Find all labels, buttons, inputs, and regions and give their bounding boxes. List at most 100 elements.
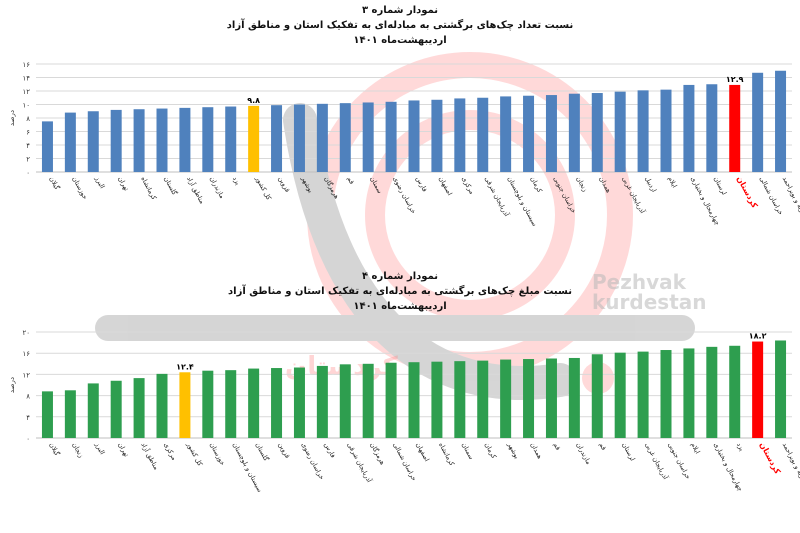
bar (683, 84, 695, 172)
chart1-plot: ۰ ۲ ۴ ۶ ۸ ۱۰ ۱۲ ۱۴ ۱۶ درصد گیلان خوزستان البرز تهران ک… (8, 61, 800, 228)
x-tick-label: گلستان (162, 175, 179, 197)
x-tick-label: کل کشور (253, 174, 273, 202)
bar (660, 350, 672, 438)
x-tick-label: ایلام (689, 441, 702, 455)
x-tick-label: ایلام (666, 175, 679, 189)
watermark-brand-line2: kurdestan (592, 290, 707, 314)
bar (64, 112, 76, 172)
data-label: ۹.۸ (247, 96, 260, 105)
bar (591, 354, 603, 438)
bar (156, 108, 168, 172)
bar (500, 96, 512, 172)
bar (87, 383, 99, 438)
x-tick-label: فارس (414, 175, 429, 193)
x-tick-label: لرستان (620, 441, 636, 462)
bar (133, 109, 145, 172)
x-tick-label: کرمانشاه (437, 441, 456, 468)
x-tick-label: خراسان رضوی (391, 175, 417, 215)
bar (454, 361, 466, 438)
bar (41, 121, 53, 172)
y-axis-label: درصد (8, 110, 16, 126)
x-tick-label: هرمزگان (368, 441, 387, 466)
y-tick-label: ۸ (26, 115, 30, 123)
x-tick-label: اصفهان (437, 175, 454, 197)
y-tick-label: ۱۰ (22, 102, 30, 110)
bar (477, 97, 489, 172)
x-tick-label: کهگیلویه و بویراحمد (781, 175, 800, 227)
bar (339, 103, 351, 172)
bar (41, 391, 53, 438)
x-tick-label: مرکزی (162, 441, 178, 461)
x-tick-label: خراسان جنوبی (666, 441, 692, 480)
bar (683, 348, 695, 438)
bar (110, 380, 122, 438)
chart1-title: نمودار شماره ۳ (361, 5, 439, 16)
chart-returned-cheques-amount: نمودار شماره ۴ نسبت مبلغ چک‌های برگشتی ب… (0, 262, 800, 533)
bar (752, 72, 764, 172)
x-tick-label: یزد (735, 441, 746, 452)
bar (706, 84, 718, 172)
bar (637, 90, 649, 172)
bar (431, 99, 443, 172)
bar (614, 91, 626, 172)
x-tick-label: تهران (116, 441, 130, 458)
bar (133, 378, 145, 438)
chart-returned-cheques-count: نمودار شماره ۳ نسبت تعداد چک‌های برگشتی … (0, 0, 800, 262)
bar (706, 346, 718, 438)
bar (385, 362, 397, 438)
bar (179, 107, 191, 172)
x-tick-label: کرمان (483, 441, 498, 460)
y-tick-label: ۸ (26, 393, 30, 401)
x-tick-label: خراسان شمالی (758, 175, 785, 216)
bar (110, 109, 122, 172)
bar (316, 103, 328, 172)
x-tick-label: خراسان جنوبی (552, 175, 578, 214)
chart2-subtitle2: اردیبهشت‌ماه ۱۴۰۱ (353, 301, 447, 312)
y-tick-label: ۱۶ (22, 350, 30, 358)
bar (568, 357, 580, 438)
data-label: ۱۲.۹ (726, 75, 744, 84)
bar (385, 101, 397, 172)
data-label: ۱۸.۲ (749, 332, 767, 341)
bar (271, 368, 283, 438)
chart2-plot: ۰ ۴ ۸ ۱۲ ۱۶ ۲۰ درصد گیلان زنجان البرز تهران مناطق آ… (8, 329, 800, 494)
chart1-subtitle: نسبت تعداد چک‌های برگشتی به مبادله‌ای به… (226, 20, 574, 31)
bar (179, 372, 191, 438)
bar (362, 363, 374, 438)
bar (775, 70, 787, 172)
bar (591, 93, 603, 172)
y-tick-label: ۲۰ (22, 329, 30, 337)
bar (202, 107, 214, 172)
y-axis-label: درصد (8, 377, 16, 393)
x-tick-label: آذربایجان غربی (620, 175, 648, 216)
x-tick-label: مازندران (208, 175, 226, 200)
x-tick-label: البرز (93, 174, 106, 190)
x-tick-label: هرمزگان (323, 175, 342, 200)
x-tick-label: زنجان (71, 441, 86, 459)
y-tick-label: ۱۲ (22, 88, 30, 96)
bar (637, 351, 649, 438)
x-tick-label: قم (346, 175, 357, 185)
x-tick-label: اصفهان (414, 441, 431, 463)
x-tick-label: خوزستان (71, 175, 90, 201)
x-tick-label: سمنان (460, 441, 475, 461)
chart2-subtitle: نسبت مبلغ چک‌های برگشتی به مبادله‌ای به … (228, 286, 572, 297)
bar (293, 367, 305, 438)
bar (362, 102, 374, 172)
bar (408, 362, 420, 438)
x-tick-label: کل کشور (185, 440, 205, 468)
y-tick-label: ۰ (26, 169, 30, 177)
watermark-brand-line1: Pezhvak (592, 270, 686, 294)
x-tick-label: کهگیلویه و بویراحمد (781, 441, 800, 493)
bar (752, 341, 764, 438)
bar (523, 95, 535, 172)
bar (614, 352, 626, 438)
chart2-title: نمودار شماره ۴ (361, 271, 439, 282)
bar (87, 111, 99, 172)
bar (523, 359, 535, 438)
bar (729, 84, 741, 172)
bar (545, 358, 557, 438)
bar (293, 104, 305, 172)
chart1-subtitle2: اردیبهشت‌ماه ۱۴۰۱ (353, 35, 447, 46)
x-tick-label: قم (598, 441, 609, 451)
